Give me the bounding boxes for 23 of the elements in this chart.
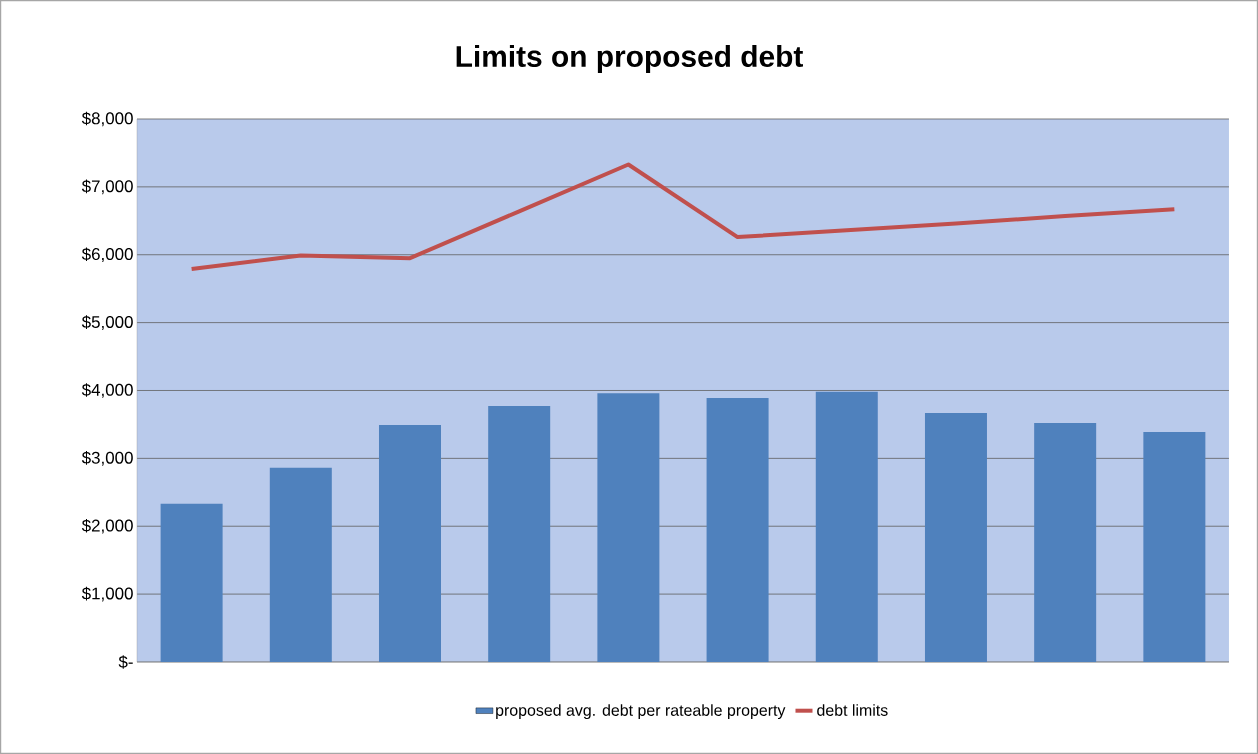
- bar: [815, 391, 878, 662]
- bar: [379, 425, 441, 662]
- bar: [597, 393, 660, 662]
- legend-label: debt limits: [817, 704, 888, 716]
- bar: [488, 406, 551, 662]
- chart-title: Limits on proposed debt: [456, 45, 803, 73]
- bar: [1143, 431, 1206, 662]
- bar: [1034, 423, 1097, 662]
- y-tick-label: $5,000: [81, 315, 133, 330]
- bar: [269, 467, 332, 662]
- bar: [160, 503, 223, 662]
- legend-label: proposed avg. debt per rateable property: [496, 704, 786, 720]
- y-tick-label: $3,000: [81, 451, 133, 466]
- y-tick-label: $1,000: [81, 586, 133, 602]
- line-series: [189, 162, 1177, 271]
- bar: [706, 397, 769, 662]
- y-tick-label: $8,000: [81, 111, 133, 127]
- y-tick-label: $-: [118, 655, 133, 669]
- y-tick-label: $2,000: [81, 518, 133, 534]
- y-tick-label: $7,000: [81, 179, 133, 195]
- bar: [924, 412, 987, 662]
- y-tick-label: $4,000: [81, 383, 133, 398]
- y-tick-label: $6,000: [81, 247, 133, 263]
